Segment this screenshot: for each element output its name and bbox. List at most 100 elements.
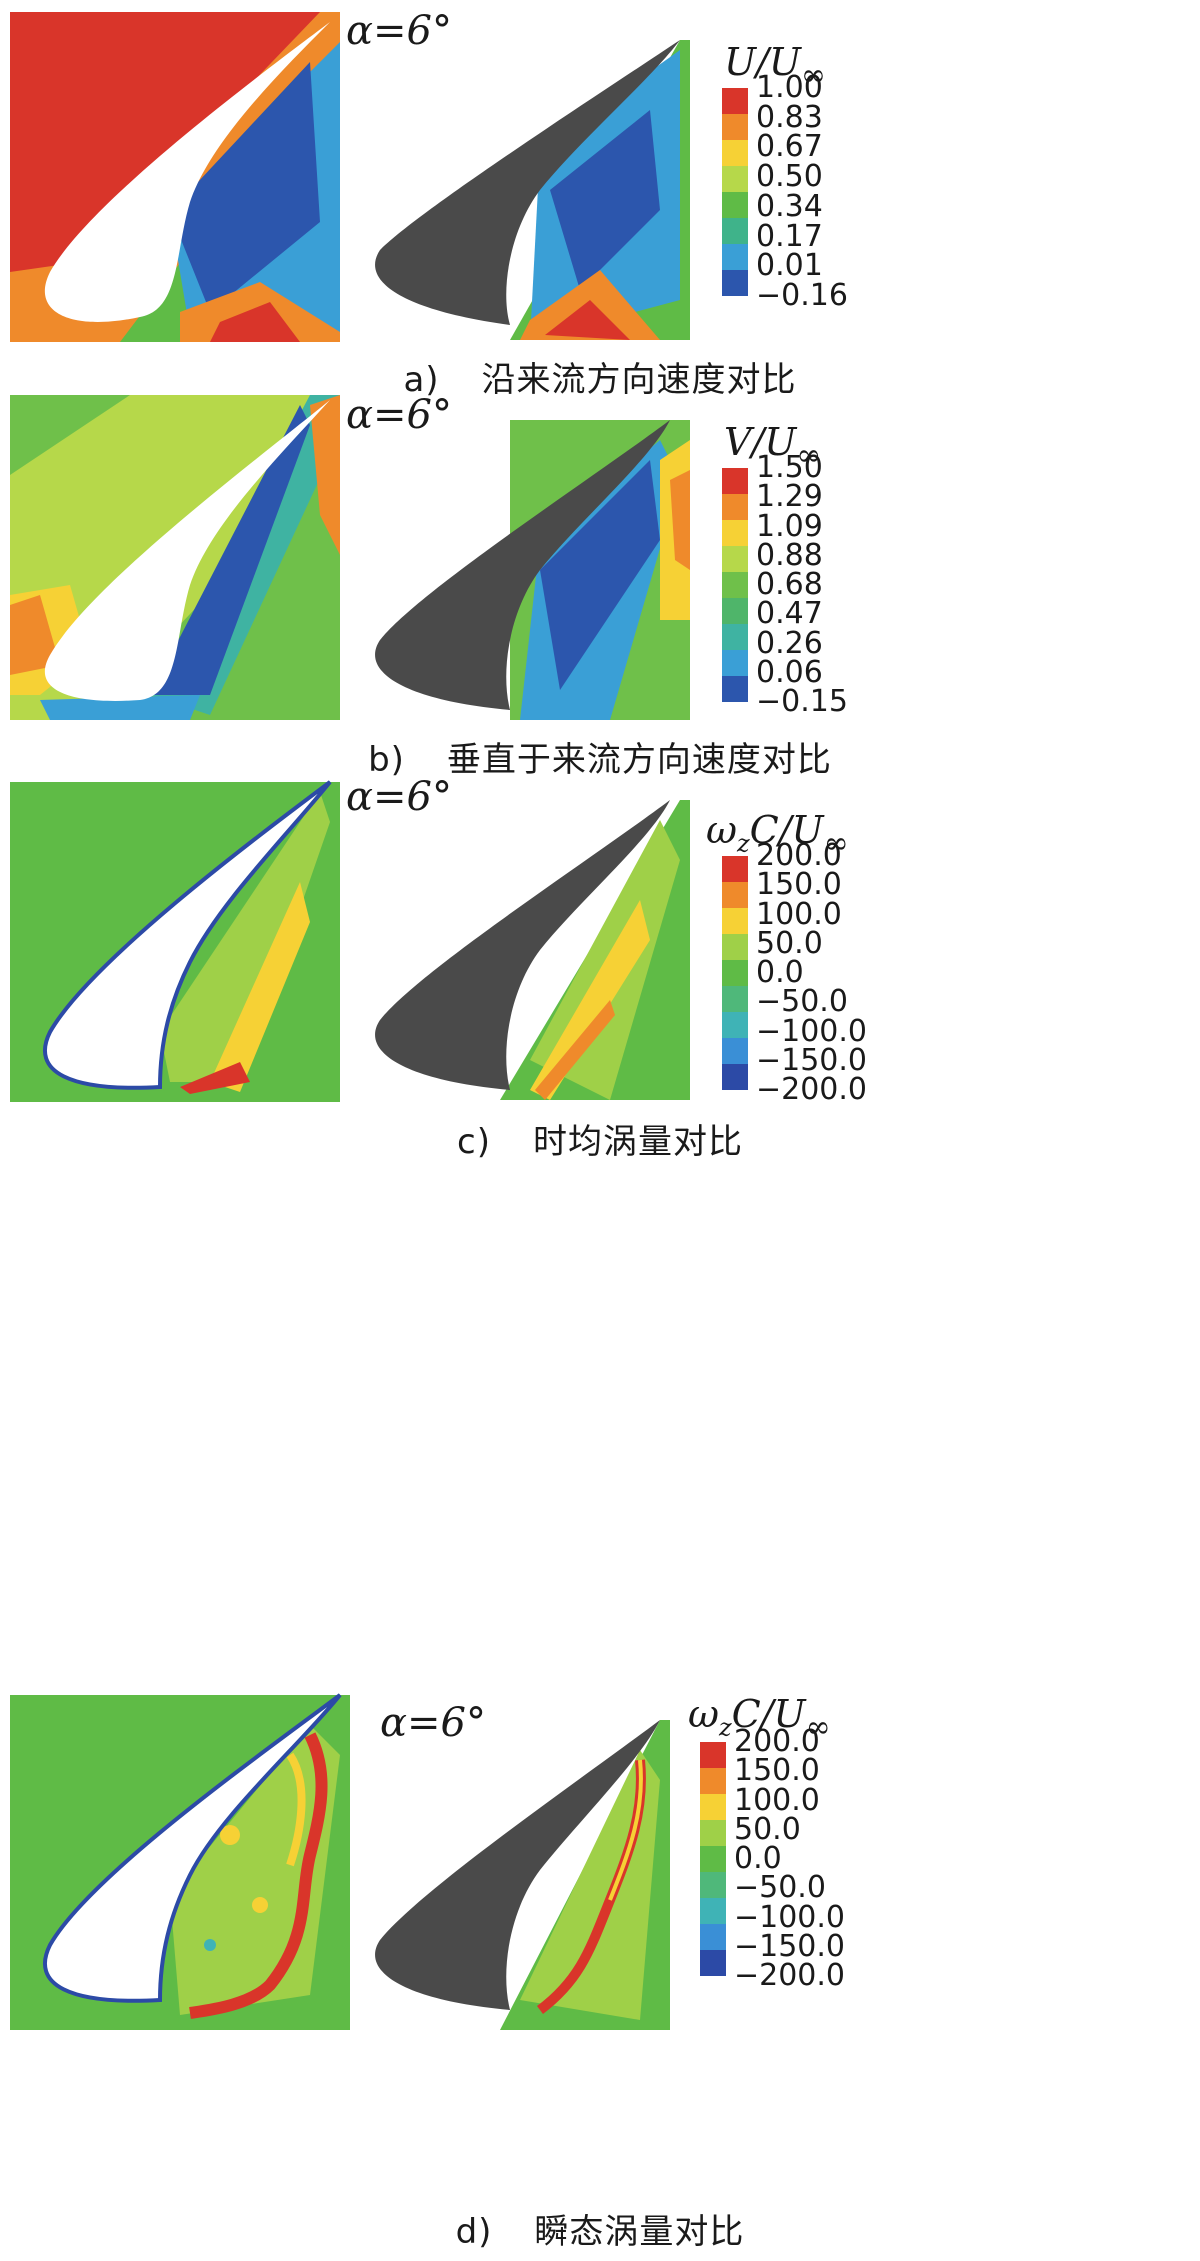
simulation-contour-a <box>10 12 340 342</box>
colorbar-swatch <box>722 908 748 934</box>
panel-caption: a) 沿来流方向速度对比 <box>0 352 1200 401</box>
colorbar-tick-label: 0.01 <box>756 248 823 284</box>
colorbar-tick-label: 1.00 <box>756 70 823 105</box>
colorbar-tick-label: 0.88 <box>756 537 823 573</box>
colorbar-swatch <box>700 1794 726 1820</box>
colorbar-swatch <box>722 624 748 650</box>
colorbar-tick-label: 200.0 <box>756 838 842 873</box>
colorbar-swatch <box>722 856 748 882</box>
colorbar-swatch <box>700 1846 726 1872</box>
colorbar-swatch <box>700 1872 726 1898</box>
panel-caption: b) 垂直于来流方向速度对比 <box>0 732 1200 781</box>
colorbar-tick-label: 0.0 <box>734 1841 782 1876</box>
colorbar-swatch <box>722 1012 748 1038</box>
angle-label: α=6° <box>380 1700 486 1746</box>
colorbar-title: U/U∞ <box>724 40 826 93</box>
colorbar-swatch <box>722 244 748 270</box>
colorbar-tick-label: 0.17 <box>756 218 823 254</box>
panel-a: α=6° U/U∞ 1.00 0.83 0.67 0.50 0.34 0.17 0.01 −0… <box>0 0 1200 570</box>
colorbar-swatch <box>722 88 748 114</box>
colorbar-tick-label: 50.0 <box>756 925 823 961</box>
colorbar-swatch <box>722 192 748 218</box>
colorbar-tick-label: 0.67 <box>756 129 823 165</box>
experiment-contour-c <box>375 800 690 1100</box>
panel-caption: d) 瞬态涡量对比 <box>0 2204 1200 2253</box>
experiment-contour-d <box>375 1720 670 2030</box>
colorbar-tick-label: −150.0 <box>756 1042 868 1078</box>
panel-b: α=6° V/U∞ 1.50 1.29 1.09 0.88 0.68 0.47 0.26 0.… <box>0 0 1200 1130</box>
colorbar-swatch <box>722 986 748 1012</box>
colorbar-tick-label: 0.06 <box>756 654 823 690</box>
colorbar-tick-label: −100.0 <box>734 1899 846 1935</box>
colorbar-swatch <box>722 140 748 166</box>
colorbar-swatch <box>700 1924 726 1950</box>
colorbar-title: V/U∞ <box>724 420 822 473</box>
simulation-contour-b <box>10 395 340 720</box>
colorbar-tick-label: 1.50 <box>756 450 823 485</box>
colorbar-tick-label: 0.50 <box>756 159 823 195</box>
colorbar-swatch <box>722 882 748 908</box>
colorbar-swatch <box>722 494 748 520</box>
colorbar-tick-label: 100.0 <box>734 1782 820 1818</box>
colorbar-tick-label: 0.26 <box>756 625 823 661</box>
colorbar-swatch <box>722 572 748 598</box>
colorbar-swatch <box>722 166 748 192</box>
caption-text: 沿来流方向速度对比 <box>481 360 797 400</box>
colorbar-tick-label: 1.09 <box>756 508 823 544</box>
colorbar-tick-label: 100.0 <box>756 896 842 932</box>
colorbar-tick-label: 0.0 <box>756 955 804 990</box>
colorbar-title: ωzC/U∞ <box>706 808 849 861</box>
colorbar-tick-label: −100.0 <box>756 1013 868 1049</box>
colorbar-swatch <box>722 934 748 960</box>
colorbar-tick-label: −50.0 <box>756 984 848 1020</box>
colorbar-tick-label: 50.0 <box>734 1811 801 1847</box>
colorbar-tick-label: −150.0 <box>734 1928 846 1964</box>
panel-letter: c) <box>457 1122 491 1162</box>
colorbar-swatch <box>722 1038 748 1064</box>
panel-letter: d) <box>455 2212 493 2252</box>
colorbar-tick-label: −200.0 <box>756 1072 868 1107</box>
panel-c: α=6° ωzC/U∞ 200.0 150.0 100.0 50.0 0.0 −50.0−… <box>0 774 1200 1163</box>
colorbar-swatch <box>722 960 748 986</box>
colorbar-tick-label: −200.0 <box>734 1958 846 1993</box>
colorbar-swatch <box>722 598 748 624</box>
experiment-contour-a <box>375 40 690 340</box>
colorbar-tick-label: 1.29 <box>756 479 823 515</box>
colorbar-tick-label: −0.15 <box>756 684 848 719</box>
colorbar-tick-label: −0.16 <box>756 278 848 313</box>
colorbar-swatch <box>722 114 748 140</box>
colorbar-swatch <box>722 468 748 494</box>
panel-letter: a) <box>403 360 440 400</box>
colorbar-swatch <box>722 676 748 702</box>
simulation-contour-c <box>10 780 340 1102</box>
colorbar-tick-label: 0.34 <box>756 188 823 224</box>
colorbar-swatch <box>700 1950 726 1976</box>
colorbar-tick-label: 0.47 <box>756 596 823 632</box>
experiment-contour-b <box>375 420 690 720</box>
colorbar-swatch <box>722 270 748 296</box>
colorbar-swatch <box>722 650 748 676</box>
caption-text: 垂直于来流方向速度对比 <box>446 740 832 780</box>
colorbar-swatch <box>700 1768 726 1794</box>
panel-letter: b) <box>368 740 405 780</box>
angle-label: α=6° <box>346 774 452 820</box>
colorbar-tick-label: 0.68 <box>756 567 823 602</box>
colorbar-swatch <box>722 1064 748 1090</box>
colorbar-swatch <box>700 1742 726 1768</box>
colorbar-tick-label: 150.0 <box>734 1753 820 1789</box>
caption-text: 时均涡量对比 <box>532 1122 743 1162</box>
colorbar-title: ωzC/U∞ <box>688 1692 831 1745</box>
colorbar-tick-label: 200.0 <box>734 1724 820 1759</box>
colorbar-swatch <box>722 546 748 572</box>
colorbar-tick-label: 150.0 <box>756 867 842 903</box>
colorbar-swatch <box>700 1898 726 1924</box>
colorbar-tick-label: −50.0 <box>734 1870 826 1906</box>
panel-caption: c) 时均涡量对比 <box>0 1114 1200 1163</box>
caption-text: 瞬态涡量对比 <box>534 2212 745 2252</box>
colorbar-swatch <box>722 520 748 546</box>
angle-label: α=6° <box>346 392 452 438</box>
colorbar-swatch <box>700 1820 726 1846</box>
colorbar-swatch <box>722 218 748 244</box>
angle-label: α=6° <box>346 8 452 54</box>
